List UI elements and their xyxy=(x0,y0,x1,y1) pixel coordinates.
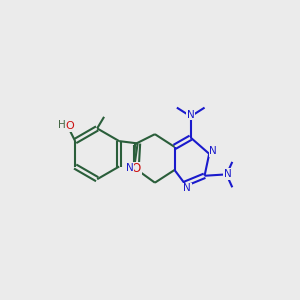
Text: O: O xyxy=(132,162,141,175)
Text: N: N xyxy=(126,163,134,173)
Text: O: O xyxy=(65,121,74,131)
Text: N: N xyxy=(224,169,232,179)
Text: H: H xyxy=(58,120,66,130)
Text: N: N xyxy=(187,110,195,119)
Text: N: N xyxy=(183,184,191,194)
Text: N: N xyxy=(209,146,217,157)
